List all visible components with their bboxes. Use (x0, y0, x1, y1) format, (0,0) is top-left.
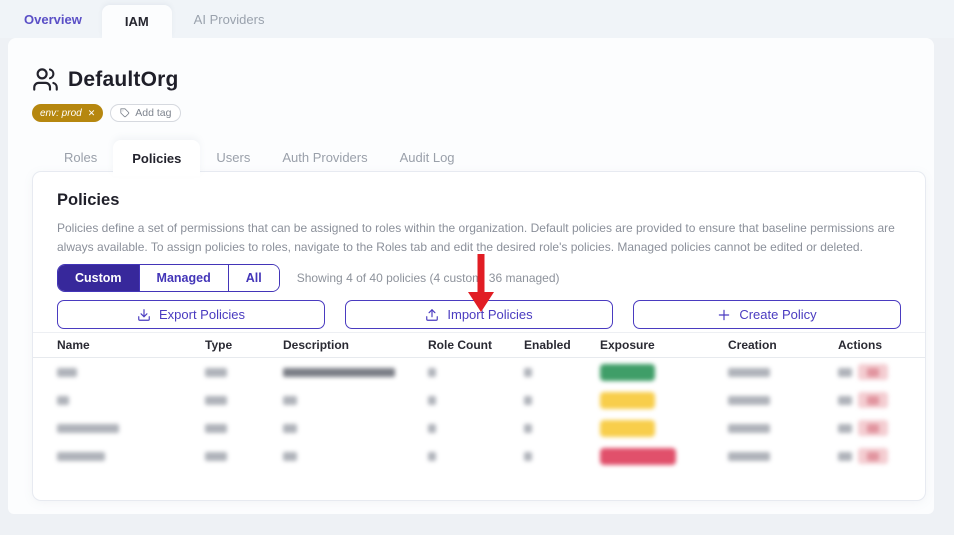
filter-row: Custom Managed All Showing 4 of 40 polic… (57, 264, 560, 292)
policies-section-title: Policies (57, 191, 120, 209)
policies-table: Name Type Description Role Count Enabled… (33, 332, 925, 470)
export-policies-label: Export Policies (159, 307, 245, 322)
column-header-creation: Creation (728, 338, 777, 352)
table-row[interactable] (33, 442, 925, 470)
redacted-cell (283, 423, 297, 433)
redacted-cell (205, 423, 227, 433)
redacted-cell (524, 395, 532, 405)
tab-audit-log[interactable]: Audit Log (399, 149, 455, 165)
row-delete-action-icon[interactable] (858, 420, 888, 436)
add-tag-label: Add tag (135, 107, 172, 119)
column-header-actions: Actions (838, 338, 883, 352)
filter-managed[interactable]: Managed (138, 265, 228, 291)
import-policies-label: Import Policies (447, 307, 533, 322)
table-row[interactable] (33, 386, 925, 414)
redacted-icon (867, 451, 879, 461)
redacted-cell (205, 451, 227, 461)
column-header-type: Type (205, 338, 233, 352)
env-tag-pill[interactable]: env: prod ✕ (32, 104, 104, 122)
exposure-badge (600, 447, 676, 465)
org-title: DefaultOrg (68, 67, 179, 91)
create-policy-label: Create Policy (739, 307, 817, 322)
exposure-badge (600, 391, 655, 409)
redacted-cell (57, 423, 119, 433)
section-tab-bar: Roles Policies Users Auth Providers Audi… (8, 140, 934, 176)
redacted-cell (205, 395, 227, 405)
export-policies-button[interactable]: Export Policies (57, 300, 325, 329)
redacted-cell (57, 451, 105, 461)
redacted-icon (867, 367, 879, 377)
table-row[interactable] (33, 358, 925, 386)
create-policy-button[interactable]: Create Policy (633, 300, 901, 329)
tab-roles[interactable]: Roles (64, 149, 98, 165)
redacted-cell (524, 423, 532, 433)
tab-auth-providers[interactable]: Auth Providers (282, 149, 368, 165)
table-row[interactable] (33, 414, 925, 442)
policy-actions-row: Export Policies Import Policies Create P… (57, 300, 901, 329)
organization-users-icon (32, 66, 59, 93)
row-action-icon[interactable] (838, 395, 852, 405)
tab-overview[interactable]: Overview (24, 11, 82, 27)
column-header-role-count: Role Count (428, 338, 492, 352)
policy-filter-segmented-control: Custom Managed All (57, 264, 280, 292)
env-tag-label: env: prod (40, 107, 82, 119)
redacted-cell (205, 367, 227, 377)
redacted-cell (728, 423, 770, 433)
row-action-icon[interactable] (838, 367, 852, 377)
redacted-cell (283, 451, 297, 461)
redacted-cell (524, 451, 532, 461)
redacted-cell (428, 367, 436, 377)
redacted-cell (283, 367, 395, 377)
exposure-badge (600, 363, 655, 381)
redacted-icon (867, 423, 879, 433)
tab-ai-providers[interactable]: AI Providers (193, 11, 265, 27)
column-header-exposure: Exposure (600, 338, 655, 352)
add-tag-button[interactable]: Add tag (110, 104, 182, 122)
top-tab-bar: Overview IAM AI Providers (0, 0, 954, 38)
redacted-cell (728, 395, 770, 405)
download-icon (138, 308, 150, 321)
column-header-enabled: Enabled (524, 338, 571, 352)
row-delete-action-icon[interactable] (858, 448, 888, 464)
exposure-badge (600, 419, 655, 437)
policy-count-summary: Showing 4 of 40 policies (4 custom, 36 m… (296, 271, 560, 285)
table-body (33, 358, 925, 470)
org-header: DefaultOrg (32, 66, 179, 93)
redacted-cell (524, 367, 532, 377)
redacted-cell (428, 451, 436, 461)
tag-row: env: prod ✕ Add tag (32, 104, 182, 122)
main-panel: DefaultOrg env: prod ✕ Add tag Roles Pol… (8, 38, 934, 514)
row-action-icon[interactable] (838, 423, 852, 433)
row-delete-action-icon[interactable] (858, 392, 888, 408)
redacted-cell (283, 395, 297, 405)
column-header-name: Name (57, 338, 90, 352)
filter-custom[interactable]: Custom (58, 265, 139, 291)
upload-icon (426, 308, 439, 321)
redacted-cell (728, 367, 770, 377)
row-action-icon[interactable] (838, 451, 852, 461)
import-policies-button[interactable]: Import Policies (345, 300, 613, 329)
filter-all[interactable]: All (227, 265, 279, 291)
policies-card: Policies Policies define a set of permis… (33, 172, 925, 500)
policies-description: Policies define a set of permissions tha… (57, 221, 895, 254)
tab-iam[interactable]: IAM (101, 5, 172, 38)
redacted-icon (867, 395, 879, 405)
table-header-row: Name Type Description Role Count Enabled… (33, 332, 925, 358)
tab-policies[interactable]: Policies (113, 140, 201, 176)
redacted-cell (728, 451, 770, 461)
redacted-cell (57, 367, 77, 377)
tab-users[interactable]: Users (216, 149, 251, 165)
redacted-cell (57, 395, 69, 405)
redacted-cell (428, 423, 436, 433)
remove-tag-icon[interactable]: ✕ (87, 107, 96, 118)
plus-icon (719, 309, 730, 320)
tag-icon (120, 108, 130, 118)
column-header-description: Description (283, 338, 350, 352)
row-delete-action-icon[interactable] (858, 364, 888, 380)
redacted-cell (428, 395, 436, 405)
